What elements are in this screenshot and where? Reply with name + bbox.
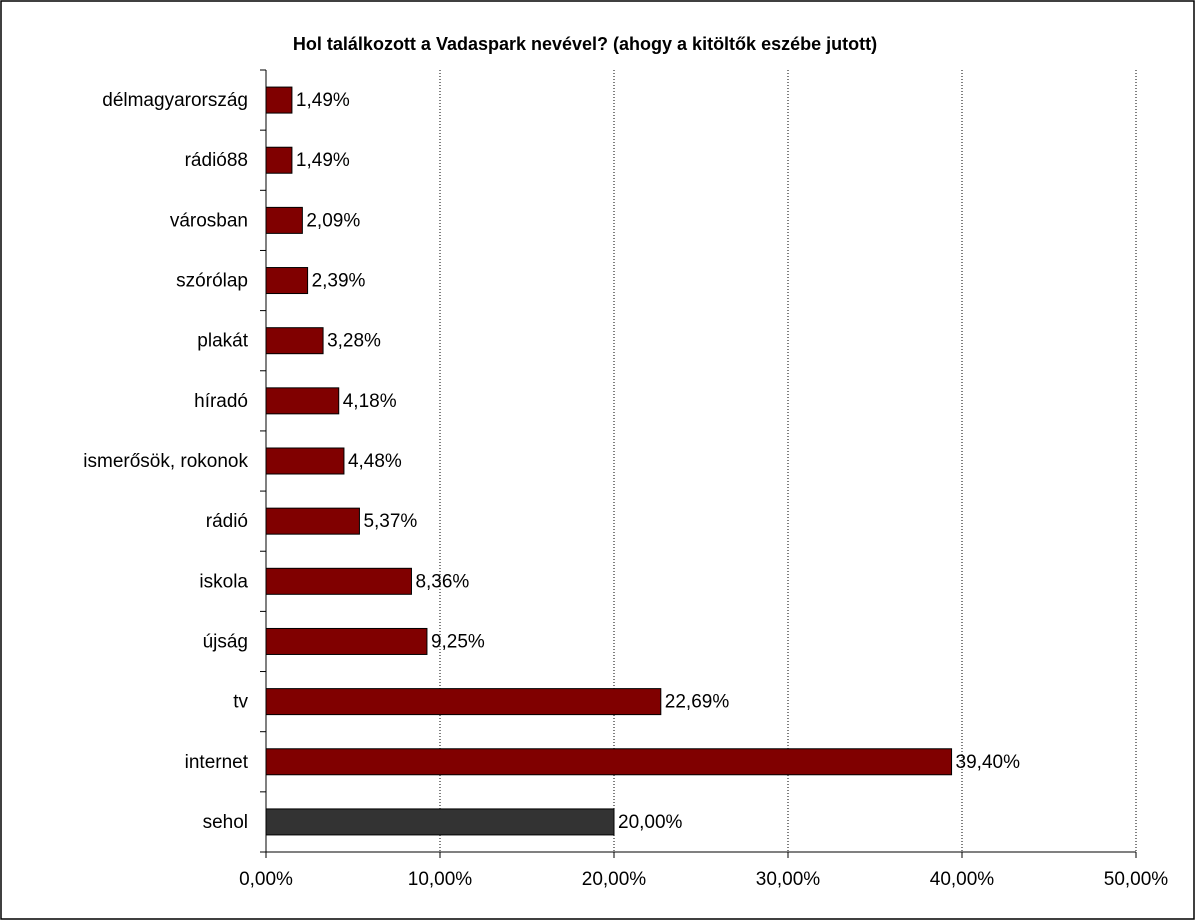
bar (265, 447, 345, 475)
y-tick-label: internet (185, 752, 249, 773)
data-label: 4,48% (348, 451, 402, 472)
data-label: 3,28% (327, 331, 381, 352)
y-tick-label: újság (203, 631, 248, 652)
bar (265, 808, 615, 836)
data-label: 9,25% (431, 631, 485, 652)
y-tick-label: városban (170, 210, 248, 231)
data-label: 8,36% (415, 571, 469, 592)
y-tick-label: iskola (199, 571, 248, 592)
data-label: 1,49% (296, 150, 350, 171)
x-tick-label: 50,00% (1104, 869, 1169, 890)
y-tick-label: szórólap (176, 271, 248, 292)
bar (265, 748, 953, 776)
data-label: 2,09% (306, 210, 360, 231)
data-label: 4,18% (343, 391, 397, 412)
x-tick-label: 30,00% (756, 869, 821, 890)
y-tick-label: ismerősök, rokonok (83, 451, 248, 472)
data-label: 2,39% (312, 271, 366, 292)
data-label: 5,37% (363, 511, 417, 532)
y-tick-label: híradó (194, 391, 248, 412)
y-tick-label: sehol (203, 812, 248, 833)
bar (265, 387, 340, 415)
data-label: 39,40% (956, 752, 1021, 773)
y-tick-label: rádió (206, 511, 248, 532)
chart-title: Hol találkozott a Vadaspark nevével? (ah… (293, 34, 877, 54)
data-label: 1,49% (296, 90, 350, 111)
bar (265, 567, 412, 595)
data-label: 22,69% (665, 692, 730, 713)
data-label: 20,00% (618, 812, 683, 833)
x-tick-label: 10,00% (408, 869, 473, 890)
x-tick-label: 0,00% (239, 869, 293, 890)
bar (265, 206, 303, 234)
y-tick-label: rádió88 (185, 150, 248, 171)
x-tick-label: 40,00% (930, 869, 995, 890)
y-tick-label: plakát (197, 331, 248, 352)
bar (265, 86, 293, 114)
bar (265, 688, 662, 716)
bar (265, 507, 360, 535)
bar (265, 267, 309, 295)
bar (265, 627, 428, 655)
y-tick-label: délmagyarország (102, 90, 248, 111)
bar (265, 327, 324, 355)
y-tick-label: tv (233, 692, 248, 713)
x-tick-label: 20,00% (582, 869, 647, 890)
bar (265, 146, 293, 174)
